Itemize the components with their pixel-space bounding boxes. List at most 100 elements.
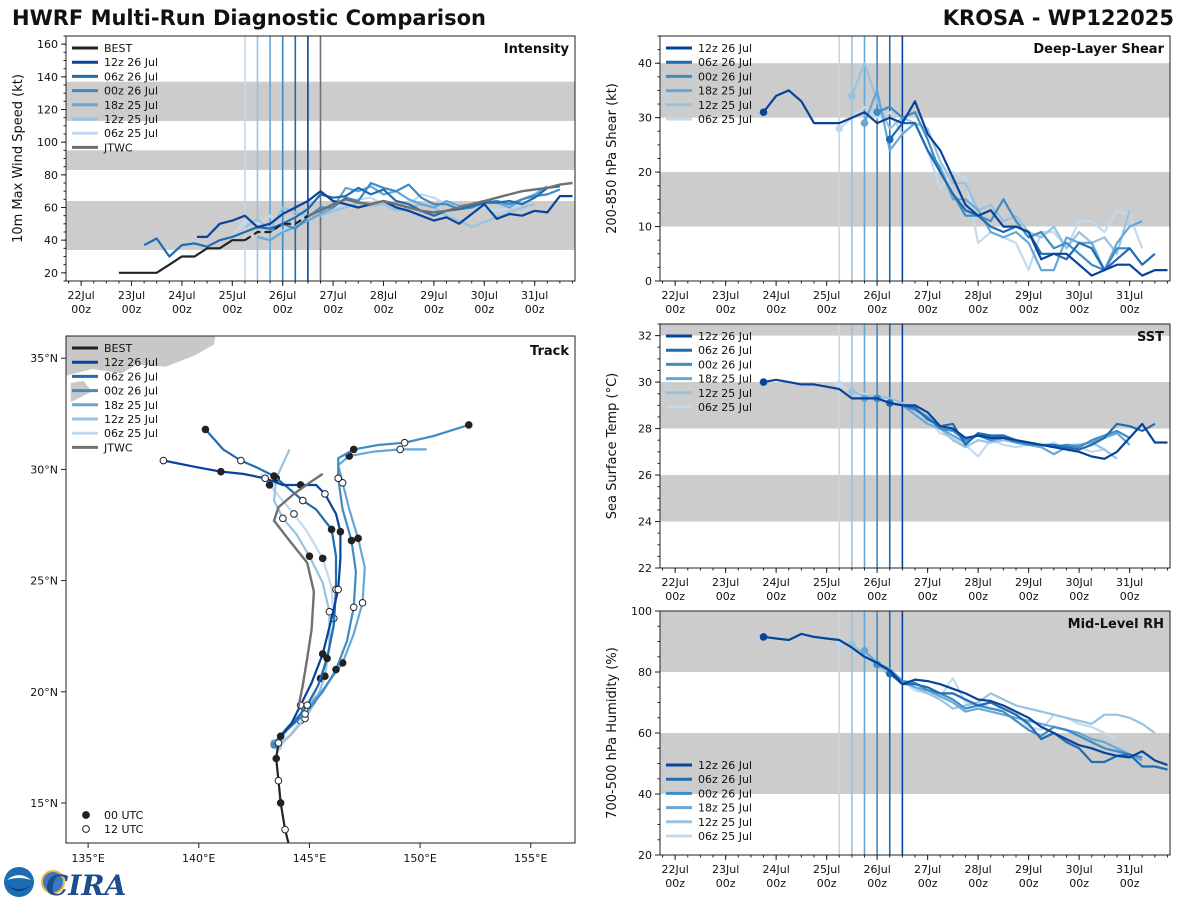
- shear-band-1: [660, 63, 1170, 118]
- track-xtick-label: 140°E: [182, 852, 215, 865]
- track-12utc-marker: [400, 438, 409, 447]
- intensity-xtick-day-label: 23Jul: [118, 289, 145, 302]
- figure-title: HWRF Multi-Run Diagnostic Comparison: [12, 6, 487, 30]
- track-title: Track: [530, 344, 569, 359]
- rh-xtick-hour-label: 00z: [1069, 877, 1089, 890]
- sst-init-marker-5: [835, 380, 844, 389]
- intensity-xtick-hour-label: 00z: [374, 303, 394, 316]
- cira-globe-icon: [41, 870, 65, 894]
- track-series-2: [273, 423, 470, 746]
- sst-xtick-hour-label: 00z: [817, 590, 837, 603]
- jtwc-track-line: [272, 472, 324, 708]
- sst-series-4: [851, 390, 1118, 460]
- rh-xtick-day-label: 26Jul: [863, 863, 890, 876]
- rh-ytick-label: 60: [638, 727, 652, 740]
- sst-xtick-day-label: 30Jul: [1065, 576, 1092, 589]
- shear-xtick-hour-label: 00z: [1069, 303, 1089, 316]
- track-marker-legend-label: 12 UTC: [104, 823, 144, 836]
- rh-xtick-day-label: 28Jul: [964, 863, 991, 876]
- track-00utc-marker: [265, 481, 274, 489]
- rh-legend-label: 06z 26 Jul: [698, 773, 752, 786]
- best-00utc-marker: [286, 844, 293, 851]
- intensity-xtick-day-label: 22Jul: [67, 289, 94, 302]
- shear-xtick-day-label: 29Jul: [1015, 289, 1042, 302]
- track-12utc-marker: [290, 510, 298, 518]
- rh-xtick-hour-label: 00z: [1120, 877, 1140, 890]
- sst-xtick-day-label: 23Jul: [712, 576, 739, 589]
- track-00utc-marker: [270, 472, 278, 480]
- rh-ytick-label: 20: [638, 849, 652, 862]
- intensity-xtick-hour-label: 00z: [172, 303, 192, 316]
- track-00utc-marker: [217, 467, 225, 476]
- sst-xtick-day-label: 26Jul: [863, 576, 890, 589]
- shear-init-marker-0: [759, 108, 768, 117]
- sst-band-0: [660, 475, 1170, 522]
- sst-xtick-day-label: 22Jul: [662, 576, 689, 589]
- track-12utc-marker: [334, 585, 343, 594]
- track-12utc-marker: [159, 456, 168, 465]
- shear-plot-area: [660, 36, 1170, 281]
- sst-xtick-hour-label: 00z: [1069, 590, 1089, 603]
- intensity-xtick-day-label: 28Jul: [370, 289, 397, 302]
- sst-legend-label: 06z 26 Jul: [698, 344, 752, 357]
- track-ytick-label: 20°N: [30, 686, 58, 699]
- intensity-xtick-day-label: 30Jul: [471, 289, 498, 302]
- sst-xtick-hour-label: 00z: [918, 590, 938, 603]
- rh-xtick-day-label: 30Jul: [1065, 863, 1092, 876]
- sst-xtick-hour-label: 00z: [716, 590, 736, 603]
- rh-legend-label: 12z 25 Jul: [698, 816, 752, 829]
- shear-xtick-day-label: 22Jul: [662, 289, 689, 302]
- shear-xtick-hour-label: 00z: [817, 303, 837, 316]
- intensity-ytick-label: 80: [44, 169, 58, 182]
- intensity-legend-label: 06z 26 Jul: [104, 70, 158, 83]
- cira-logo-text: CIRA: [46, 869, 126, 900]
- shear-xtick-day-label: 24Jul: [762, 289, 789, 302]
- track-00utc-marker: [336, 527, 345, 536]
- shear-xtick-day-label: 23Jul: [712, 289, 739, 302]
- track-00utc-marker: [305, 552, 314, 560]
- intensity-xtick-hour-label: 00z: [525, 303, 545, 316]
- sst-init-marker-4: [848, 387, 856, 396]
- rh-xtick-hour-label: 00z: [918, 877, 938, 890]
- track-12utc-marker: [279, 514, 287, 523]
- shear-xtick-day-label: 30Jul: [1065, 289, 1092, 302]
- sst-band-2: [660, 324, 1170, 336]
- rh-xtick-day-label: 23Jul: [712, 863, 739, 876]
- shear-legend-label: 06z 25 Jul: [698, 113, 752, 126]
- sst-xtick-day-label: 27Jul: [914, 576, 941, 589]
- track-12utc-marker: [303, 701, 312, 709]
- rh-ytick-label: 100: [631, 605, 652, 618]
- rh-title: Mid-Level RH: [1068, 617, 1164, 632]
- intensity-xtick-hour-label: 00z: [222, 303, 242, 316]
- shear-title: Deep-Layer Shear: [1033, 42, 1164, 57]
- intensity-ytick-label: 120: [37, 104, 58, 117]
- track-legend-label: BEST: [104, 342, 132, 355]
- intensity-xtick-day-label: 27Jul: [319, 289, 346, 302]
- rh-series-0: [763, 632, 1168, 767]
- rh-xtick-day-label: 25Jul: [813, 863, 840, 876]
- shear-ylabel: 200-850 hPa Shear (kt): [605, 83, 620, 234]
- track-00utc-marker: [323, 654, 331, 663]
- track-legend-label: 06z 26 Jul: [104, 370, 158, 383]
- track-xtick-label: 150°E: [403, 852, 436, 865]
- intensity-legend-label: 18z 25 Jul: [104, 99, 158, 112]
- rh-ytick-label: 40: [638, 788, 652, 801]
- intensity-ytick-label: 100: [37, 136, 58, 149]
- rh-legend-label: 12z 26 Jul: [698, 759, 752, 772]
- rh-xtick-day-label: 27Jul: [914, 863, 941, 876]
- shear-panel: 01020304022Jul00z23Jul00z24Jul00z25Jul00…: [605, 35, 1171, 316]
- rh-xtick-hour-label: 00z: [968, 877, 988, 890]
- intensity-legend-label: 12z 26 Jul: [104, 56, 158, 69]
- shear-legend-label: 12z 26 Jul: [698, 42, 752, 55]
- intensity-xtick-day-label: 29Jul: [420, 289, 447, 302]
- track-12utc-marker: [261, 474, 269, 483]
- rh-init-marker-3: [860, 646, 869, 655]
- intensity-xtick-hour-label: 00z: [323, 303, 343, 316]
- shear-xtick-hour-label: 00z: [968, 303, 988, 316]
- shear-init-marker-3: [860, 119, 869, 127]
- sst-xtick-hour-label: 00z: [665, 590, 685, 603]
- track-ytick-label: 30°N: [30, 463, 58, 476]
- sst-init-marker-0: [759, 378, 768, 386]
- sst-legend-label: 12z 25 Jul: [698, 387, 752, 400]
